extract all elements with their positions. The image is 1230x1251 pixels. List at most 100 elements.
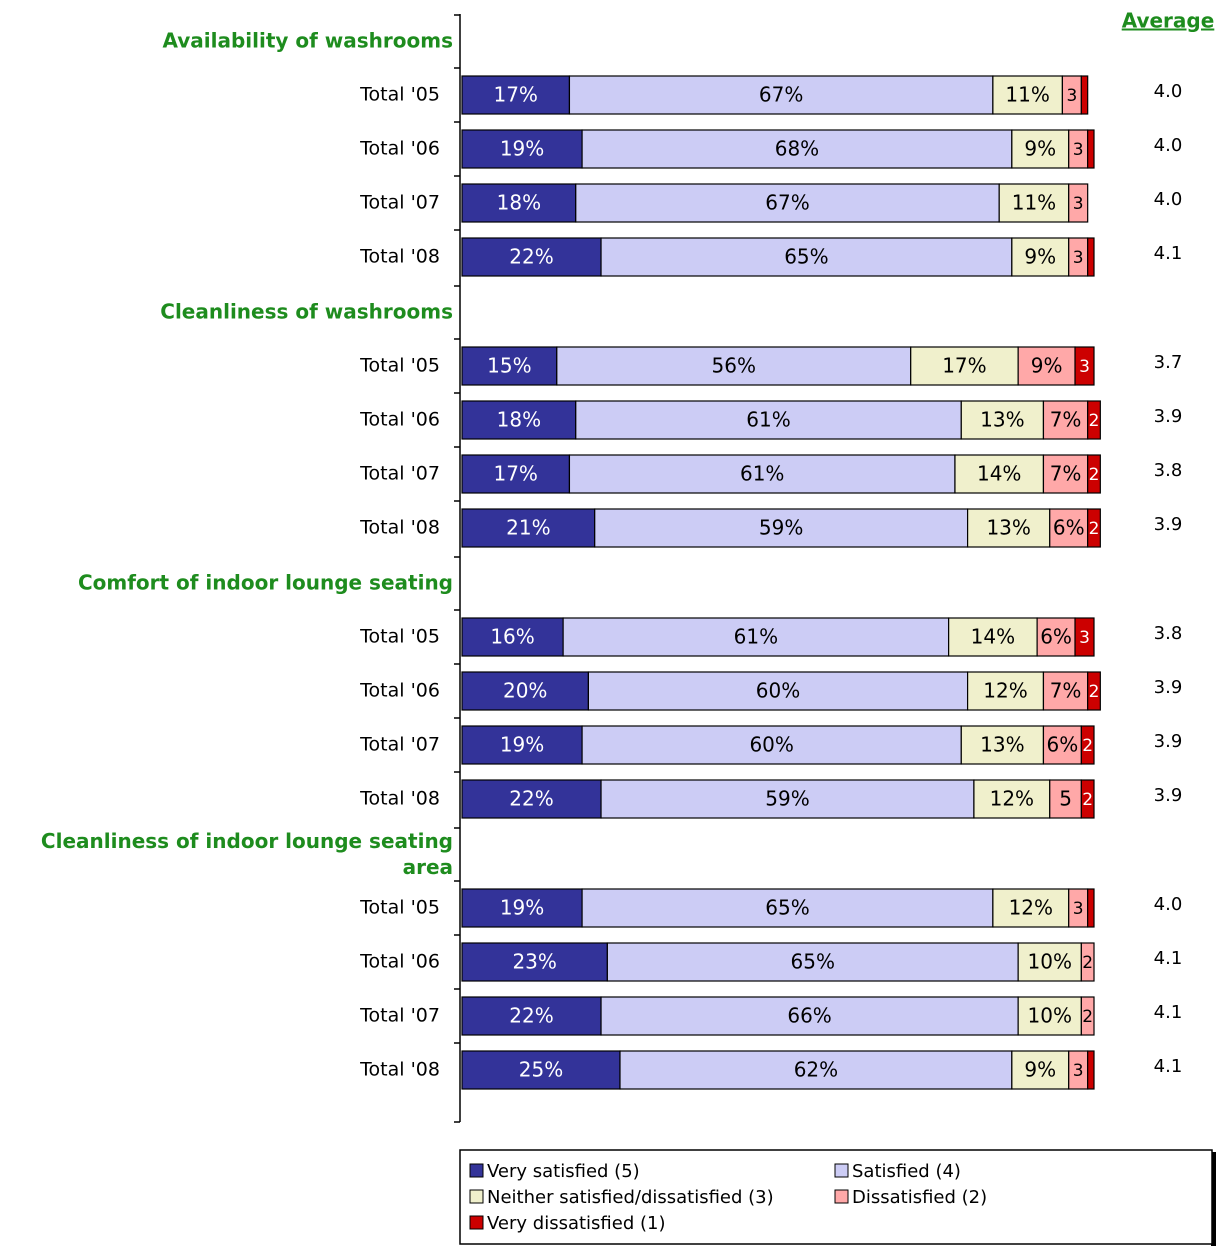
category-label: Total '06 — [359, 680, 440, 702]
value-label: 18% — [497, 408, 541, 432]
bar-segment — [581, 888, 994, 928]
bar-segment — [998, 183, 1070, 223]
category-label: Total '05 — [359, 626, 440, 648]
category-label: Total '07 — [359, 734, 440, 756]
bar-segment — [461, 508, 596, 548]
bar-segment — [948, 617, 1038, 657]
bar-segment — [461, 183, 577, 223]
bar-segment — [461, 346, 558, 386]
value-label: 11% — [1012, 191, 1056, 215]
legend-swatch — [834, 1163, 849, 1178]
value-label: 5 — [1059, 787, 1072, 811]
category-label: Total '06 — [359, 409, 440, 431]
bar-segment — [1080, 75, 1089, 115]
bar-segment — [568, 454, 956, 494]
legend-label: Dissatisfied (2) — [852, 1187, 987, 1208]
bar-segment — [461, 1050, 621, 1090]
bar-segment — [461, 454, 571, 494]
value-label: 12% — [1009, 896, 1053, 920]
bar-segment — [1017, 942, 1082, 982]
average-value: 4.0 — [1154, 135, 1183, 156]
average-value: 4.1 — [1154, 243, 1183, 264]
average-value: 3.9 — [1154, 785, 1183, 806]
value-label: 3 — [1066, 86, 1077, 106]
bar-segment — [992, 888, 1070, 928]
value-label: 2 — [1082, 953, 1093, 973]
bar-segment — [1011, 1050, 1070, 1090]
value-label: 19% — [500, 733, 544, 757]
average-value: 3.9 — [1154, 677, 1183, 698]
bar-segment — [461, 237, 602, 277]
bar-segment — [1011, 129, 1070, 169]
value-label: 59% — [759, 516, 803, 540]
value-label: 9% — [1024, 137, 1056, 161]
average-value: 3.9 — [1154, 514, 1183, 535]
bar-segment — [1087, 454, 1101, 494]
bar-segment — [960, 400, 1045, 440]
bar-segment — [1074, 346, 1095, 386]
value-label: 67% — [765, 191, 809, 215]
average-value: 3.8 — [1154, 623, 1183, 644]
average-value: 4.0 — [1154, 894, 1183, 915]
average-value: 4.0 — [1154, 81, 1183, 102]
value-label: 2 — [1089, 682, 1100, 702]
bar-segment — [1087, 400, 1101, 440]
value-label: 61% — [734, 625, 778, 649]
bar-segment — [587, 671, 969, 711]
value-label: 19% — [500, 137, 544, 161]
value-label: 22% — [509, 1004, 553, 1028]
bar-segment — [461, 400, 577, 440]
value-label: 10% — [1028, 950, 1072, 974]
value-label: 3 — [1079, 357, 1090, 377]
value-label: 62% — [794, 1058, 838, 1082]
value-label: 23% — [512, 950, 556, 974]
category-label: Total '07 — [359, 1005, 440, 1027]
value-label: 61% — [746, 408, 790, 432]
value-label: 3 — [1073, 248, 1084, 268]
bar-segment — [1087, 508, 1101, 548]
value-label: 65% — [791, 950, 835, 974]
bar-segment — [1049, 508, 1089, 548]
value-label: 7% — [1050, 462, 1082, 486]
bar-segment — [1087, 1050, 1095, 1090]
bar-segment — [973, 779, 1051, 819]
value-label: 3 — [1073, 1061, 1084, 1081]
average-value: 3.7 — [1154, 352, 1183, 373]
value-label: 3 — [1073, 899, 1084, 919]
category-label: Total '08 — [359, 517, 440, 539]
bar-segment — [600, 779, 975, 819]
average-title: Average — [1122, 9, 1215, 33]
value-label: 65% — [784, 245, 828, 269]
bar-segment — [461, 617, 564, 657]
value-label: 9% — [1024, 1058, 1056, 1082]
average-value: 4.1 — [1154, 1056, 1183, 1077]
category-label: Total '05 — [359, 84, 440, 106]
value-label: 2 — [1082, 1007, 1093, 1027]
value-label: 7% — [1050, 408, 1082, 432]
bar-segment — [1017, 346, 1076, 386]
legend-swatch — [834, 1189, 849, 1204]
average-value: 3.9 — [1154, 406, 1183, 427]
group-title: Comfort of indoor lounge seating — [78, 571, 453, 595]
value-label: 11% — [1005, 83, 1049, 107]
value-label: 25% — [519, 1058, 563, 1082]
value-label: 17% — [493, 462, 537, 486]
legend-label: Neither satisfied/dissatisfied (3) — [487, 1187, 774, 1208]
average-value: 3.9 — [1154, 731, 1183, 752]
group-title: Cleanliness of washrooms — [160, 300, 453, 324]
bar-segment — [461, 888, 583, 928]
legend-swatch — [469, 1189, 484, 1204]
value-label: 12% — [990, 787, 1034, 811]
average-value: 4.0 — [1154, 189, 1183, 210]
category-label: Total '05 — [359, 897, 440, 919]
bar-segment — [1017, 996, 1082, 1036]
bar-segment — [1087, 888, 1095, 928]
value-label: 22% — [509, 245, 553, 269]
value-label: 59% — [765, 787, 809, 811]
bar-segment — [1068, 183, 1089, 223]
bar-segment — [461, 671, 590, 711]
bar-segment — [992, 75, 1064, 115]
average-value: 4.1 — [1154, 948, 1183, 969]
category-label: Total '07 — [359, 192, 440, 214]
